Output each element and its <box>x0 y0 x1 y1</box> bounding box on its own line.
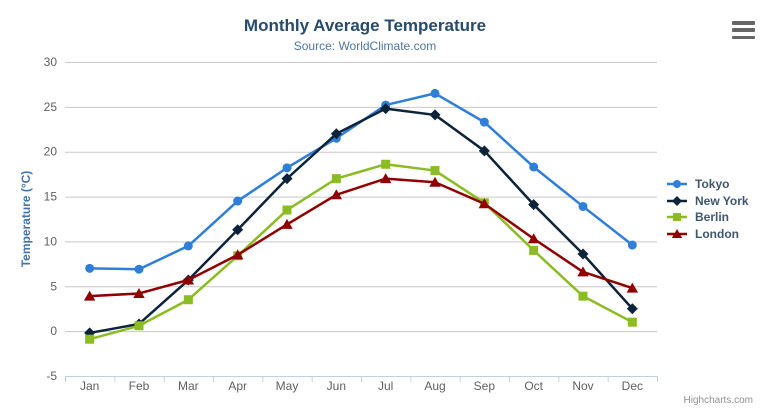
circle-marker <box>430 88 440 98</box>
circle-marker <box>233 196 243 206</box>
diamond-marker <box>478 145 490 157</box>
circle-marker <box>529 162 539 172</box>
series-line-tokyo <box>88 92 634 271</box>
legend-item-london[interactable]: London <box>666 226 749 243</box>
credits-link[interactable]: Highcharts.com <box>683 395 753 406</box>
x-tick-label: Dec <box>622 379 643 393</box>
square-marker <box>381 159 391 169</box>
triangle-marker <box>478 198 491 209</box>
square-marker <box>134 321 144 331</box>
y-tick-label: 0 <box>50 324 57 338</box>
hamburger-menu-icon <box>732 28 755 32</box>
y-axis-labels: -5 0 5 10 15 20 25 30 <box>44 55 58 383</box>
hamburger-menu-icon <box>732 35 755 39</box>
square-marker <box>85 334 95 344</box>
x-tick-label: Jan <box>80 379 99 393</box>
legend-label-london: London <box>695 226 739 241</box>
triangle-marker <box>83 290 96 301</box>
circle-marker <box>183 241 193 251</box>
circle-marker <box>282 163 292 173</box>
gridlines <box>65 62 657 333</box>
triangle-marker <box>182 274 195 285</box>
y-tick-label: 25 <box>44 100 58 114</box>
x-axis: Jan Feb Mar Apr May Jun Jul Aug Sep Oct Nov Dec <box>65 376 658 393</box>
series-line-london <box>88 177 634 298</box>
series-new-york <box>84 103 638 339</box>
circle-marker <box>479 117 489 127</box>
export-menu-button[interactable] <box>732 21 756 39</box>
legend-label-tokyo: Tokyo <box>695 177 730 192</box>
x-tick-label: Apr <box>228 379 247 393</box>
legend: Tokyo New York Berlin London <box>666 176 749 242</box>
x-tick-label: Jul <box>378 379 393 393</box>
diamond-marker <box>672 195 682 206</box>
series-london <box>83 173 639 301</box>
square-marker <box>183 295 193 305</box>
x-tick-label: Feb <box>129 379 150 393</box>
y-tick-label: 5 <box>50 279 57 293</box>
triangle-marker <box>281 218 293 229</box>
legend-item-berlin[interactable]: Berlin <box>666 209 749 226</box>
diamond-marker <box>330 128 342 140</box>
circle-marker <box>578 201 588 211</box>
square-marker <box>331 174 341 184</box>
triangle-marker <box>379 173 392 184</box>
series-line-berlin <box>88 163 634 341</box>
square-marker <box>578 291 588 301</box>
y-tick-label: 10 <box>44 234 58 248</box>
x-tick-label: Sep <box>474 379 496 393</box>
y-tick-label: 15 <box>44 190 58 204</box>
diamond-marker <box>232 224 244 236</box>
chart-subtitle: Source: WorldClimate.com <box>293 39 437 53</box>
triangle-marker <box>330 189 343 200</box>
diamond-marker <box>626 303 638 315</box>
y-tick-label: -5 <box>46 369 57 383</box>
x-tick-label: Nov <box>572 379 593 393</box>
square-marker <box>673 213 681 222</box>
hamburger-menu-icon <box>732 21 755 25</box>
square-marker <box>282 205 292 215</box>
diamond-marker <box>577 248 589 260</box>
legend-item-new-york[interactable]: New York <box>666 193 749 210</box>
x-tick-label: May <box>276 379 299 393</box>
circle-marker <box>134 264 144 274</box>
diamond-marker <box>380 103 392 115</box>
x-tick-label: Jun <box>327 379 346 393</box>
square-marker <box>430 166 440 176</box>
circle-marker <box>627 240 637 250</box>
legend-label-berlin: Berlin <box>695 210 730 225</box>
x-tick-label: Mar <box>178 379 199 393</box>
series-line-new-york <box>88 107 634 335</box>
diamond-marker <box>281 173 293 185</box>
x-tick-label: Aug <box>424 379 445 393</box>
triangle-marker <box>429 176 441 187</box>
triangle-marker <box>626 282 639 293</box>
legend-marker-triangle-icon <box>667 228 687 238</box>
x-tick-label: Oct <box>524 379 543 393</box>
square-marker <box>529 245 539 255</box>
circle-marker <box>85 263 95 273</box>
triangle-marker <box>577 266 589 277</box>
triangle-marker <box>671 228 683 238</box>
legend-marker-square-icon <box>667 213 687 222</box>
series-tokyo <box>85 88 637 274</box>
diamond-marker <box>528 199 540 211</box>
chart-title: Monthly Average Temperature <box>243 16 487 35</box>
legend-marker-diamond-icon <box>667 195 687 206</box>
y-axis-title: Temperature (°C) <box>19 170 33 268</box>
legend-item-tokyo[interactable]: Tokyo <box>666 176 749 193</box>
triangle-marker <box>527 233 540 244</box>
triangle-marker <box>231 249 244 260</box>
legend-marker-circle-icon <box>667 180 687 189</box>
y-tick-label: 30 <box>44 55 58 69</box>
y-tick-label: 20 <box>44 145 58 159</box>
diamond-marker <box>429 109 441 121</box>
legend-label-new-york: New York <box>695 193 749 208</box>
square-marker <box>627 317 637 327</box>
triangle-marker <box>133 287 145 298</box>
circle-marker <box>673 180 681 189</box>
